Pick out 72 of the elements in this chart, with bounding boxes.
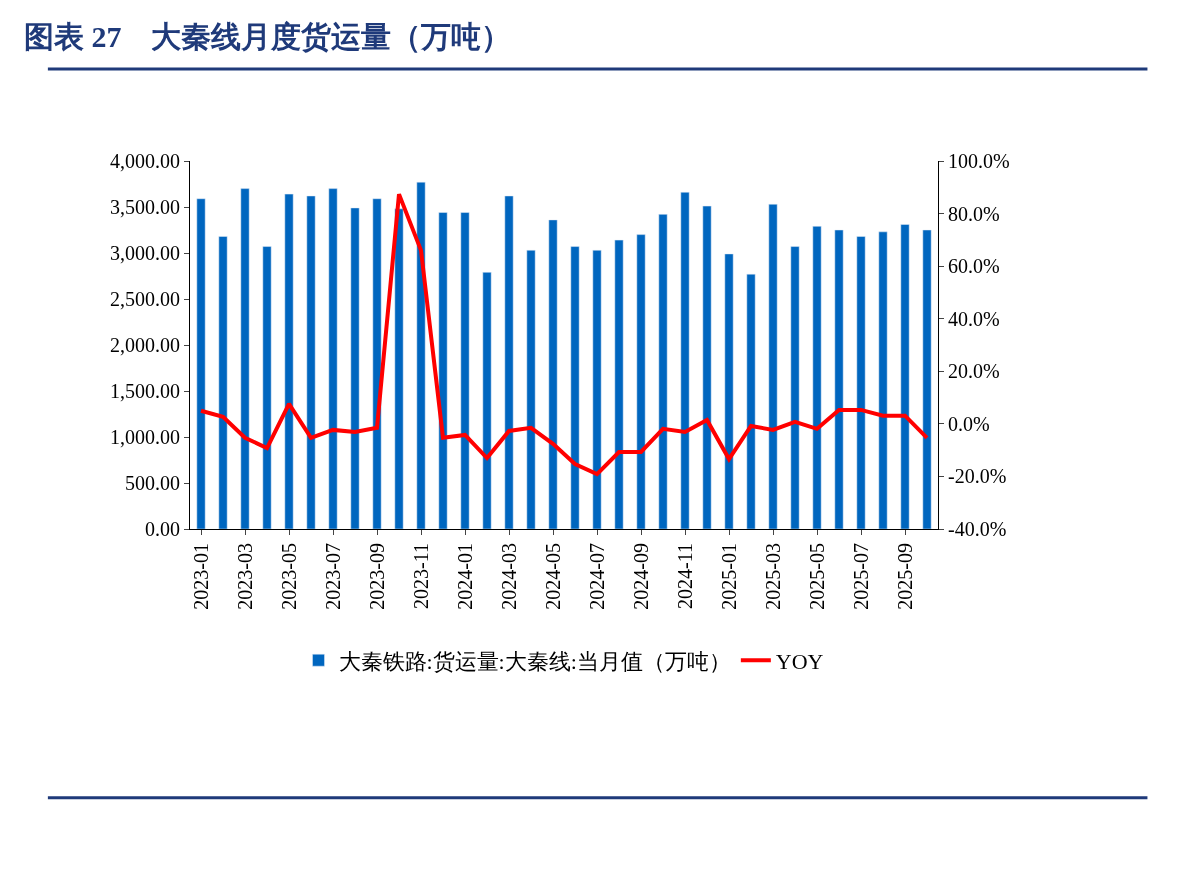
y-tick-label: 1,000.00 bbox=[110, 426, 180, 448]
x-tick-label: 2025-09 bbox=[893, 543, 916, 610]
bar bbox=[240, 188, 250, 529]
bar bbox=[856, 236, 866, 529]
x-tick-label: 2023-03 bbox=[233, 543, 256, 610]
chart-title: 图表 27 大秦线月度货运量（万吨） bbox=[23, 20, 512, 54]
x-tick-label: 2024-09 bbox=[629, 543, 652, 610]
bar bbox=[900, 224, 910, 529]
bar bbox=[526, 249, 536, 529]
bar bbox=[680, 192, 690, 529]
x-tick-label: 2025-03 bbox=[761, 543, 784, 610]
legend-label: YOY bbox=[775, 648, 824, 674]
bar bbox=[218, 236, 228, 529]
bar bbox=[570, 246, 580, 529]
bar bbox=[328, 188, 338, 529]
bar bbox=[372, 198, 382, 529]
bar bbox=[834, 229, 844, 529]
bar bbox=[614, 239, 624, 529]
y2-tick-label: 40.0% bbox=[948, 307, 1000, 330]
x-tick-label: 2024-03 bbox=[497, 543, 520, 610]
bar bbox=[306, 195, 316, 529]
y2-tick-label: 60.0% bbox=[948, 255, 1000, 278]
x-tick-label: 2025-07 bbox=[849, 543, 872, 610]
x-tick-label: 2025-05 bbox=[805, 543, 828, 610]
y-tick-label: 3,500.00 bbox=[110, 196, 180, 218]
x-tick-label: 2024-05 bbox=[541, 543, 564, 610]
x-tick-label: 2023-09 bbox=[365, 543, 388, 610]
bar bbox=[438, 212, 448, 529]
x-tick-label: 2023-01 bbox=[189, 543, 212, 610]
y-tick-label: 0.00 bbox=[145, 518, 180, 540]
line-series bbox=[199, 192, 929, 477]
bar bbox=[416, 181, 426, 529]
x-tick-label: 2023-05 bbox=[277, 543, 300, 610]
y-tick-label: 1,500.00 bbox=[110, 380, 180, 402]
bar bbox=[394, 208, 404, 529]
x-tick-label: 2024-11 bbox=[673, 543, 696, 609]
y2-tick-label: 20.0% bbox=[948, 360, 1000, 383]
bar bbox=[878, 231, 888, 529]
x-tick-label: 2023-07 bbox=[321, 543, 344, 610]
bar bbox=[922, 229, 932, 529]
y-tick-label: 2,000.00 bbox=[110, 334, 180, 356]
x-tick-label: 2023-11 bbox=[409, 543, 432, 609]
bar bbox=[658, 214, 668, 529]
bar bbox=[548, 219, 558, 529]
bar bbox=[482, 272, 492, 529]
bar bbox=[724, 253, 734, 529]
bar bbox=[636, 234, 646, 529]
y-tick-label: 4,000.00 bbox=[110, 150, 180, 172]
bar bbox=[746, 273, 756, 529]
x-tick-label: 2025-01 bbox=[717, 543, 740, 610]
x-tick-label: 2024-01 bbox=[453, 543, 476, 610]
bar bbox=[196, 198, 206, 529]
bar bbox=[504, 195, 514, 529]
y2-tick-label: 0.0% bbox=[948, 412, 990, 435]
bar bbox=[790, 246, 800, 529]
bar bbox=[812, 226, 822, 529]
bar bbox=[350, 207, 360, 529]
legend-label: 大秦铁路:货运量:大秦线:当月值（万吨） bbox=[338, 648, 731, 674]
y-tick-label: 2,500.00 bbox=[110, 288, 180, 310]
bar bbox=[592, 249, 602, 529]
x-tick-label: 2024-07 bbox=[585, 543, 608, 610]
y-tick-label: 3,000.00 bbox=[110, 242, 180, 264]
bar bbox=[284, 193, 294, 529]
y2-tick-label: -40.0% bbox=[948, 518, 1007, 540]
y-tick-label: 500.00 bbox=[125, 472, 180, 494]
bar bbox=[460, 212, 470, 529]
y2-tick-label: 100.0% bbox=[948, 150, 1010, 172]
bar bbox=[702, 205, 712, 529]
bar bbox=[768, 203, 778, 529]
y2-tick-label: -20.0% bbox=[948, 465, 1007, 488]
y2-tick-label: 80.0% bbox=[948, 202, 1000, 225]
bar bbox=[262, 246, 272, 529]
